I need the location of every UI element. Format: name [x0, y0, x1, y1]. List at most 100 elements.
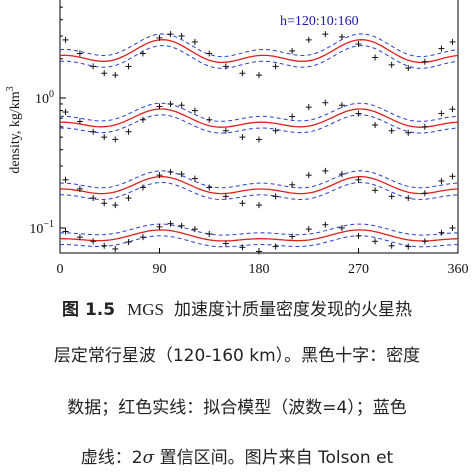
data-point: [222, 240, 229, 247]
data-point: [191, 175, 198, 182]
plot-border: [59, 0, 459, 254]
data-point: [322, 31, 329, 38]
data-point: [62, 36, 69, 43]
data-point: [256, 202, 262, 209]
x-tick-label: 90: [153, 262, 167, 277]
data-point: [372, 187, 379, 194]
data-point: [167, 220, 174, 227]
data-point: [125, 128, 132, 135]
data-point: [139, 116, 146, 123]
y-axis-title: density, kg/km3: [5, 86, 23, 173]
data-point: [90, 63, 97, 70]
y-ticks: 100 10−1: [29, 6, 66, 237]
data-point: [62, 109, 69, 116]
data-point: [206, 116, 213, 123]
x-ticks: 0 90 180 270 360: [57, 248, 469, 277]
fit-curve-130: [60, 176, 459, 195]
data-point: [206, 50, 213, 57]
caption-line-2: 层定常行星波（120-160 km）。黑色十字：密度: [53, 346, 421, 366]
data-point: [62, 176, 69, 183]
data-point: [167, 168, 174, 175]
data-point: [289, 47, 296, 54]
confidence-bands: [59, 33, 459, 248]
data-point: [338, 225, 345, 231]
data-point: [338, 33, 345, 40]
data-point: [405, 195, 412, 202]
data-point: [372, 238, 379, 245]
data-point: [421, 58, 428, 65]
data-point: [191, 226, 198, 233]
sigma-symbol: σ: [142, 448, 155, 468]
data-point: [289, 113, 296, 120]
lower-bound-130: [60, 181, 459, 200]
data-point: [421, 123, 428, 130]
data-point: [405, 243, 412, 250]
data-point: [178, 32, 185, 39]
data-point: [289, 181, 296, 188]
data-point: [222, 127, 229, 134]
data-point: [206, 230, 213, 237]
caption-line-4-pre: 虚线：2: [80, 448, 143, 468]
data-point: [101, 134, 108, 141]
data-point: [76, 50, 83, 57]
y-tick-label: 100: [35, 89, 54, 107]
data-point: [388, 61, 395, 68]
x-tick-label: 360: [448, 262, 469, 277]
data-point: [272, 63, 279, 70]
data-point: [305, 36, 312, 43]
data-point: [76, 185, 83, 192]
x-tick-label: 270: [348, 262, 369, 277]
data-points: [62, 31, 456, 255]
data-point: [256, 248, 262, 255]
upper-bound-120: [59, 223, 458, 236]
data-point: [338, 102, 345, 109]
data-point: [256, 136, 262, 143]
data-point: [289, 233, 296, 240]
altitude-annotation: h=120:10:160: [280, 14, 359, 29]
data-point: [338, 171, 345, 178]
data-point: [256, 72, 262, 79]
data-point: [305, 172, 312, 179]
data-point: [449, 173, 456, 180]
data-point: [388, 127, 395, 134]
data-point: [405, 65, 412, 72]
upper-bound-130: [60, 170, 459, 189]
data-point: [139, 234, 146, 241]
data-point: [90, 128, 97, 135]
data-point: [438, 177, 445, 184]
data-point: [272, 243, 279, 250]
data-point: [449, 38, 456, 45]
data-point: [178, 171, 185, 178]
upper-bound-150: [59, 33, 459, 58]
data-point: [90, 238, 97, 245]
data-point: [372, 54, 379, 61]
data-point: [305, 226, 312, 233]
data-point: [112, 72, 119, 79]
fit-curves: [59, 39, 459, 242]
caption-line-3: 数据；红色实线：拟合模型（波数=4）；蓝色: [67, 398, 407, 418]
data-point: [125, 195, 132, 202]
data-point: [90, 195, 97, 202]
data-point: [239, 200, 246, 207]
data-point: [421, 238, 428, 245]
data-point: [322, 221, 329, 228]
data-point: [125, 239, 132, 246]
data-point: [239, 134, 246, 141]
data-point: [125, 63, 132, 70]
fit-curve-150: [59, 39, 459, 64]
data-point: [239, 244, 246, 251]
data-point: [156, 103, 163, 110]
data-point: [139, 184, 146, 191]
x-tick-label: 180: [249, 262, 270, 277]
data-point: [405, 129, 412, 136]
data-point: [272, 127, 279, 134]
data-point: [112, 136, 119, 143]
data-point: [167, 31, 174, 38]
data-point: [101, 200, 108, 207]
density-chart: density, kg/km3 100 10−1 0 90 180 270 360 h=1…: [5, 0, 469, 277]
caption-line-4: 虚线：2σ 置信区间。图片来自 Tolson et: [0, 446, 474, 470]
data-point: [156, 223, 163, 230]
caption-line-1: 图 1.5 MGS 加速度计质量密度发现的火星热: [0, 298, 474, 322]
data-point: [239, 70, 246, 77]
data-point: [76, 234, 83, 241]
